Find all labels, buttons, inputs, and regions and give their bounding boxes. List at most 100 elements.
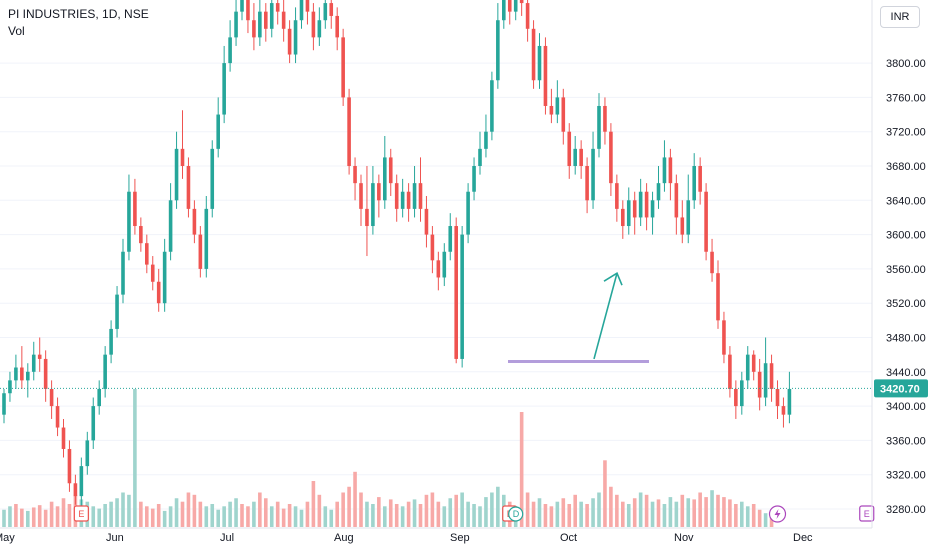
- volume-bar: [745, 506, 750, 527]
- candle: [531, 20, 536, 89]
- symbol-legend[interactable]: PI INDUSTRIES, 1D, NSE: [8, 7, 149, 21]
- candle: [644, 183, 649, 231]
- y-tick-label: 3600.00: [886, 230, 926, 242]
- currency-button[interactable]: INR: [880, 6, 920, 28]
- projection-arrow[interactable]: [593, 272, 623, 360]
- dividend-marker-icon[interactable]: D: [508, 506, 524, 522]
- volume-bar: [531, 501, 536, 527]
- candle: [91, 397, 96, 449]
- volume-bar: [359, 492, 363, 527]
- candle: [121, 238, 125, 304]
- candle: [258, 0, 262, 46]
- volume-bar: [579, 501, 583, 527]
- volume-bar: [264, 498, 268, 527]
- candle: [490, 71, 494, 141]
- candle: [287, 20, 292, 64]
- volume-bar: [133, 389, 137, 527]
- volume-bar: [198, 501, 203, 527]
- candle: [168, 183, 173, 261]
- candle: [436, 251, 441, 291]
- candle: [37, 337, 42, 372]
- last-price-marker: 3420.70: [874, 379, 928, 398]
- candle: [674, 174, 679, 235]
- candle: [728, 346, 732, 398]
- volume-bar: [269, 506, 274, 527]
- y-tick-label: 3320.00: [886, 470, 926, 482]
- candle: [460, 226, 464, 368]
- candle: [769, 354, 774, 402]
- split-marker-icon[interactable]: [768, 505, 787, 523]
- candle: [662, 140, 667, 192]
- x-tick-label: Jun: [106, 532, 124, 544]
- grid: [0, 62, 872, 510]
- candle: [198, 226, 203, 278]
- candle: [323, 0, 328, 29]
- candle: [109, 320, 113, 364]
- y-tick-label: 3440.00: [886, 367, 926, 379]
- candle: [67, 440, 72, 492]
- candle: [204, 196, 209, 278]
- earnings-marker-icon[interactable]: E: [73, 505, 89, 522]
- candle: [8, 371, 12, 402]
- drawings[interactable]: [0, 272, 872, 389]
- candle: [275, 0, 280, 25]
- candle: [133, 178, 137, 235]
- candle: [299, 0, 304, 29]
- time-axis[interactable]: May Jun Jul Aug Sep Oct Nov Dec: [0, 532, 813, 544]
- volume-bar: [430, 492, 435, 527]
- candle: [668, 148, 673, 201]
- volume-bar: [377, 497, 381, 527]
- candle: [478, 131, 482, 175]
- volume-bar: [567, 504, 572, 527]
- volume-bar: [186, 492, 191, 527]
- candle: [73, 474, 78, 505]
- candle: [115, 286, 119, 338]
- candle: [281, 0, 286, 42]
- volume-bar: [716, 494, 720, 527]
- volume-bar: [168, 506, 173, 527]
- volume-bar: [371, 504, 375, 527]
- volume-bar: [258, 492, 262, 527]
- candle: [150, 256, 155, 291]
- candle: [537, 33, 542, 89]
- candle: [507, 0, 512, 25]
- candle: [329, 0, 334, 29]
- x-tick-label: Sep: [450, 532, 470, 544]
- volume-bar: [305, 501, 310, 527]
- candle: [216, 97, 220, 158]
- volume-bar: [14, 504, 18, 527]
- volume-bar: [621, 501, 625, 527]
- volume-legend[interactable]: Vol: [8, 24, 25, 38]
- candle: [406, 183, 411, 222]
- volume-bar: [204, 506, 209, 527]
- volume-bar: [287, 504, 292, 527]
- volume-bar: [180, 501, 185, 527]
- candle: [626, 187, 631, 235]
- candle: [424, 196, 429, 248]
- volume-bar: [763, 513, 768, 527]
- volume-bar: [275, 501, 280, 527]
- candle: [555, 80, 560, 124]
- candle: [430, 226, 435, 274]
- y-tick-label: 3720.00: [886, 127, 926, 139]
- candle: [496, 3, 500, 89]
- volume-bar: [103, 504, 107, 527]
- price-axis[interactable]: 3280.00 3320.00 3360.00 3400.00 3440.00 3480.…: [886, 58, 926, 516]
- event-markers[interactable]: EEDE: [73, 505, 875, 523]
- volume-bar: [61, 498, 66, 527]
- volume-bar: [127, 494, 131, 527]
- candle: [180, 110, 185, 179]
- candle: [43, 350, 48, 402]
- earnings-marker-icon[interactable]: E: [859, 505, 875, 522]
- candle-series: [2, 0, 792, 509]
- volume-bar: [597, 492, 601, 527]
- volume-bar: [722, 497, 726, 527]
- candle: [484, 114, 488, 158]
- candle: [525, 0, 530, 42]
- volume-bar: [638, 492, 643, 527]
- candle: [561, 88, 566, 145]
- volume-bar: [573, 494, 577, 527]
- volume-bar: [317, 494, 322, 527]
- candle: [371, 166, 375, 235]
